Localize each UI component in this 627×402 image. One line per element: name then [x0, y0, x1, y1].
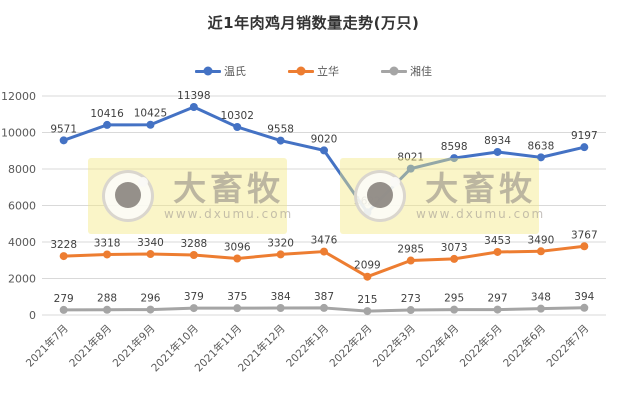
svg-text:379: 379 [184, 291, 204, 303]
svg-text:0: 0 [29, 309, 36, 322]
svg-text:3228: 3228 [50, 239, 77, 251]
logo-pupil [367, 182, 393, 208]
svg-text:297: 297 [488, 293, 508, 305]
svg-text:8000: 8000 [8, 163, 36, 176]
legend-dot-icon [203, 66, 213, 76]
svg-text:2985: 2985 [397, 244, 424, 256]
svg-text:387: 387 [314, 291, 334, 303]
svg-text:9571: 9571 [50, 123, 77, 135]
svg-text:11398: 11398 [177, 90, 210, 102]
legend-dot-icon [296, 66, 306, 76]
legend-line-marker-lihua [288, 66, 314, 76]
logo-glint [390, 177, 400, 187]
logo-pupil [115, 182, 141, 208]
svg-text:2022年4月: 2022年4月 [414, 322, 462, 370]
legend-line-marker-xiangjia [381, 66, 407, 76]
svg-text:3340: 3340 [137, 237, 164, 249]
svg-text:2022年1月: 2022年1月 [283, 322, 331, 370]
svg-text:273: 273 [401, 293, 421, 305]
svg-text:4000: 4000 [8, 236, 36, 249]
svg-text:2022年7月: 2022年7月 [544, 322, 592, 370]
svg-text:3767: 3767 [571, 229, 598, 241]
svg-text:215: 215 [357, 294, 377, 306]
svg-text:2022年5月: 2022年5月 [457, 322, 505, 370]
svg-text:6000: 6000 [8, 200, 36, 213]
svg-text:12000: 12000 [1, 90, 36, 103]
svg-text:2021年9月: 2021年9月 [110, 322, 158, 370]
svg-text:2021年8月: 2021年8月 [67, 322, 115, 370]
svg-text:2022年3月: 2022年3月 [370, 322, 418, 370]
watermark-brand: 大畜牧 [425, 168, 537, 208]
svg-text:279: 279 [54, 293, 74, 305]
svg-text:10416: 10416 [90, 108, 124, 120]
legend-line-marker-wens [195, 66, 221, 76]
svg-text:3073: 3073 [441, 242, 468, 254]
svg-text:3288: 3288 [180, 238, 207, 250]
svg-text:9197: 9197 [571, 130, 598, 142]
svg-text:2021年7月: 2021年7月 [23, 322, 71, 370]
legend-label-wens: 温氏 [224, 65, 246, 78]
watermark-right: 大畜牧 www.dxumu.com [340, 158, 543, 234]
svg-text:10425: 10425 [134, 108, 167, 120]
watermark-brand: 大畜牧 [173, 168, 285, 208]
svg-text:375: 375 [227, 291, 247, 303]
watermark-text: 大畜牧 www.dxumu.com [416, 168, 546, 221]
svg-text:2021年10月: 2021年10月 [149, 322, 201, 374]
svg-text:3476: 3476 [311, 235, 338, 247]
svg-text:3490: 3490 [528, 234, 555, 246]
chart-title: 近1年肉鸡月销数量走势(万只) [207, 14, 420, 32]
svg-text:8598: 8598 [441, 141, 468, 153]
chart-legend: 温氏 立华 湘佳 [0, 63, 627, 79]
svg-text:295: 295 [444, 293, 464, 305]
svg-text:384: 384 [271, 291, 291, 303]
dxumu-eye-logo-icon [354, 170, 406, 222]
svg-text:2022年2月: 2022年2月 [327, 322, 375, 370]
dxumu-eye-logo-icon [102, 170, 154, 222]
watermark-text: 大畜牧 www.dxumu.com [164, 168, 294, 221]
svg-text:3453: 3453 [484, 235, 511, 247]
svg-text:3318: 3318 [94, 237, 121, 249]
svg-text:394: 394 [574, 291, 594, 303]
svg-text:2021年11月: 2021年11月 [192, 322, 244, 374]
svg-text:8638: 8638 [528, 140, 555, 152]
svg-text:10000: 10000 [1, 127, 36, 140]
legend-item-xiangjia: 湘佳 [381, 63, 432, 79]
legend-dot-icon [389, 66, 399, 76]
svg-text:2021年12月: 2021年12月 [235, 322, 287, 374]
watermark-url: www.dxumu.com [416, 206, 546, 221]
svg-text:348: 348 [531, 292, 551, 304]
watermark-left: 大畜牧 www.dxumu.com [88, 158, 291, 234]
svg-text:3096: 3096 [224, 241, 251, 253]
svg-text:9020: 9020 [311, 133, 338, 145]
svg-text:2000: 2000 [8, 273, 36, 286]
svg-text:296: 296 [140, 293, 160, 305]
legend-item-lihua: 立华 [288, 63, 339, 79]
legend-item-wens: 温氏 [195, 63, 246, 79]
svg-text:288: 288 [97, 293, 117, 305]
watermark-url: www.dxumu.com [164, 206, 294, 221]
legend-label-lihua: 立华 [317, 65, 339, 78]
svg-text:9558: 9558 [267, 124, 294, 136]
svg-text:2099: 2099 [354, 260, 381, 272]
svg-text:2022年6月: 2022年6月 [500, 322, 548, 370]
logo-glint [138, 177, 148, 187]
svg-text:3320: 3320 [267, 237, 294, 249]
svg-text:8934: 8934 [484, 135, 511, 147]
svg-text:10302: 10302 [221, 110, 254, 122]
legend-label-xiangjia: 湘佳 [410, 65, 432, 78]
